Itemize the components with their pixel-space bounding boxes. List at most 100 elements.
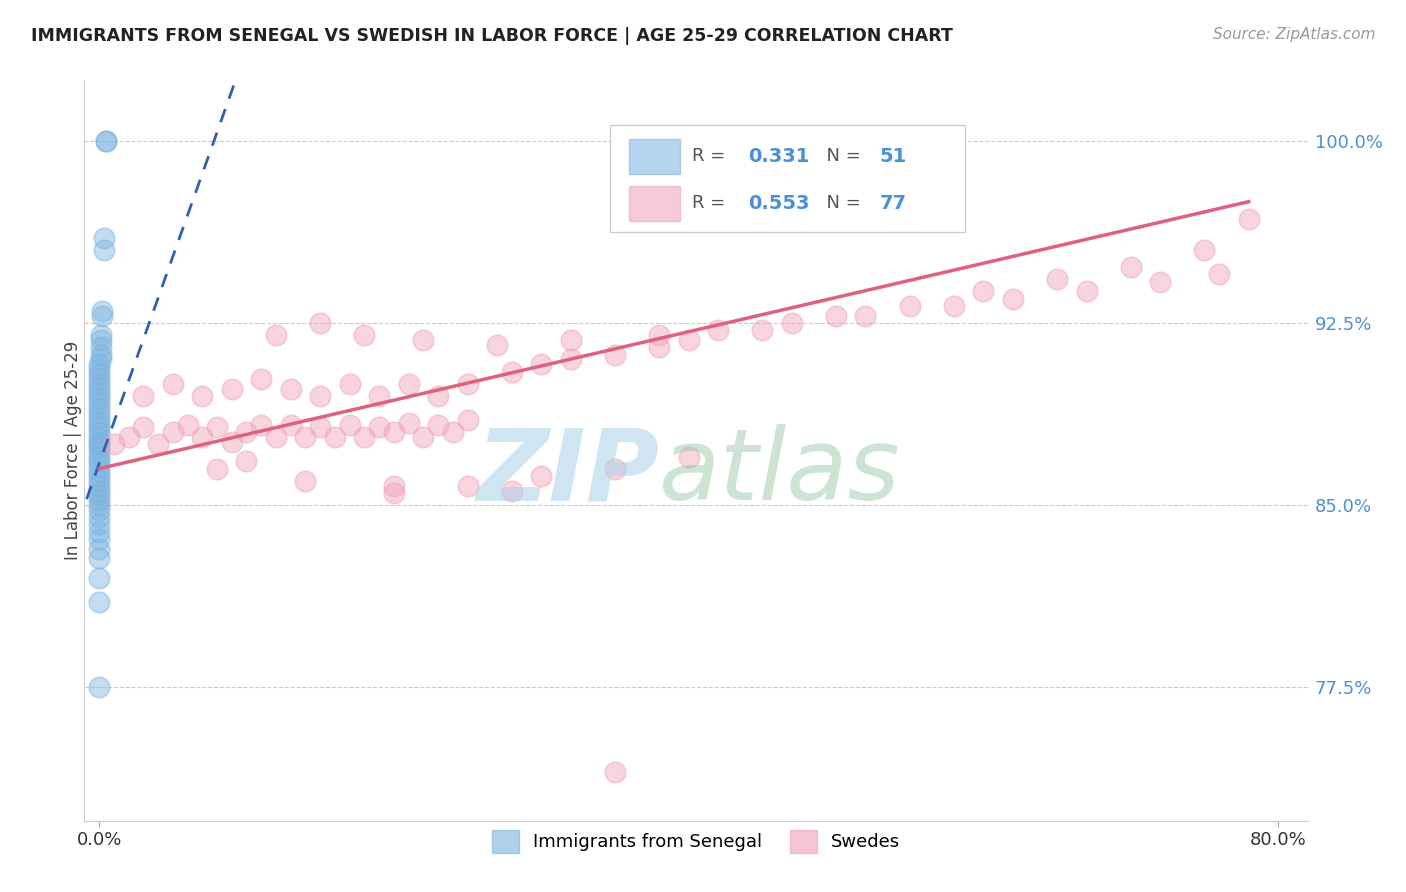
Point — [648, 328, 671, 343]
Point — [368, 420, 391, 434]
Text: N =: N = — [814, 147, 866, 165]
Point — [205, 461, 228, 475]
Point — [457, 376, 479, 391]
Point — [87, 434, 110, 449]
Point — [91, 304, 114, 318]
Text: 77: 77 — [880, 194, 907, 213]
Point — [250, 372, 273, 386]
Point — [146, 437, 169, 451]
Point — [87, 430, 110, 444]
Text: Source: ZipAtlas.com: Source: ZipAtlas.com — [1212, 27, 1375, 42]
Point — [398, 416, 420, 430]
Point — [235, 425, 257, 440]
Point — [90, 333, 112, 347]
Point — [427, 417, 450, 432]
Point — [825, 309, 848, 323]
Point — [87, 362, 110, 376]
Point — [250, 417, 273, 432]
Point — [412, 333, 434, 347]
Point — [162, 425, 184, 440]
Point — [87, 478, 110, 492]
Point — [87, 376, 110, 391]
Point — [1046, 272, 1069, 286]
Point — [280, 382, 302, 396]
Point — [87, 420, 110, 434]
Point — [87, 367, 110, 381]
Point — [412, 430, 434, 444]
Point — [264, 328, 287, 343]
Point — [87, 469, 110, 483]
Point — [87, 396, 110, 410]
Text: IMMIGRANTS FROM SENEGAL VS SWEDISH IN LABOR FORCE | AGE 25-29 CORRELATION CHART: IMMIGRANTS FROM SENEGAL VS SWEDISH IN LA… — [31, 27, 953, 45]
Point — [162, 376, 184, 391]
Point — [1149, 275, 1171, 289]
Point — [87, 474, 110, 488]
Point — [457, 478, 479, 492]
Point — [648, 340, 671, 354]
Point — [280, 417, 302, 432]
Point — [90, 348, 112, 362]
Point — [382, 478, 405, 492]
Point — [87, 498, 110, 512]
Text: 0.553: 0.553 — [748, 194, 810, 213]
Point — [678, 450, 700, 464]
Point — [323, 430, 346, 444]
Point — [501, 365, 523, 379]
Point — [530, 357, 553, 371]
Point — [485, 338, 508, 352]
FancyBboxPatch shape — [610, 125, 965, 232]
Text: atlas: atlas — [659, 425, 901, 521]
Point — [1237, 211, 1260, 226]
Text: R =: R = — [692, 194, 731, 212]
Point — [398, 376, 420, 391]
Point — [87, 459, 110, 474]
Point — [132, 389, 155, 403]
Point — [87, 524, 110, 539]
Text: N =: N = — [814, 194, 866, 212]
Point — [1208, 268, 1230, 282]
Y-axis label: In Labor Force | Age 25-29: In Labor Force | Age 25-29 — [65, 341, 82, 560]
Point — [309, 316, 332, 330]
Legend: Immigrants from Senegal, Swedes: Immigrants from Senegal, Swedes — [485, 823, 907, 860]
Point — [972, 285, 994, 299]
Point — [87, 595, 110, 609]
Point — [87, 425, 110, 440]
Point — [191, 430, 214, 444]
Point — [87, 406, 110, 420]
Point — [87, 437, 110, 451]
Point — [603, 348, 626, 362]
Point — [1001, 292, 1024, 306]
Point — [382, 486, 405, 500]
Point — [1194, 243, 1216, 257]
Point — [87, 503, 110, 517]
Point — [560, 352, 582, 367]
Point — [87, 488, 110, 502]
Point — [898, 299, 921, 313]
Point — [96, 134, 118, 148]
Point — [530, 469, 553, 483]
Point — [87, 532, 110, 546]
Point — [87, 357, 110, 371]
Point — [87, 680, 110, 694]
Point — [90, 352, 112, 367]
Point — [93, 243, 115, 257]
Point — [176, 417, 198, 432]
Point — [87, 391, 110, 405]
Point — [221, 382, 243, 396]
Text: 51: 51 — [880, 147, 907, 166]
Point — [87, 440, 110, 454]
Point — [87, 551, 110, 566]
Point — [87, 541, 110, 556]
Point — [87, 454, 110, 468]
Point — [751, 323, 773, 337]
Point — [117, 430, 139, 444]
Point — [294, 474, 316, 488]
Point — [93, 231, 115, 245]
Point — [87, 450, 110, 464]
Text: R =: R = — [692, 147, 731, 165]
Point — [87, 517, 110, 532]
Point — [191, 389, 214, 403]
Point — [87, 382, 110, 396]
Point — [87, 493, 110, 508]
Point — [103, 437, 125, 451]
